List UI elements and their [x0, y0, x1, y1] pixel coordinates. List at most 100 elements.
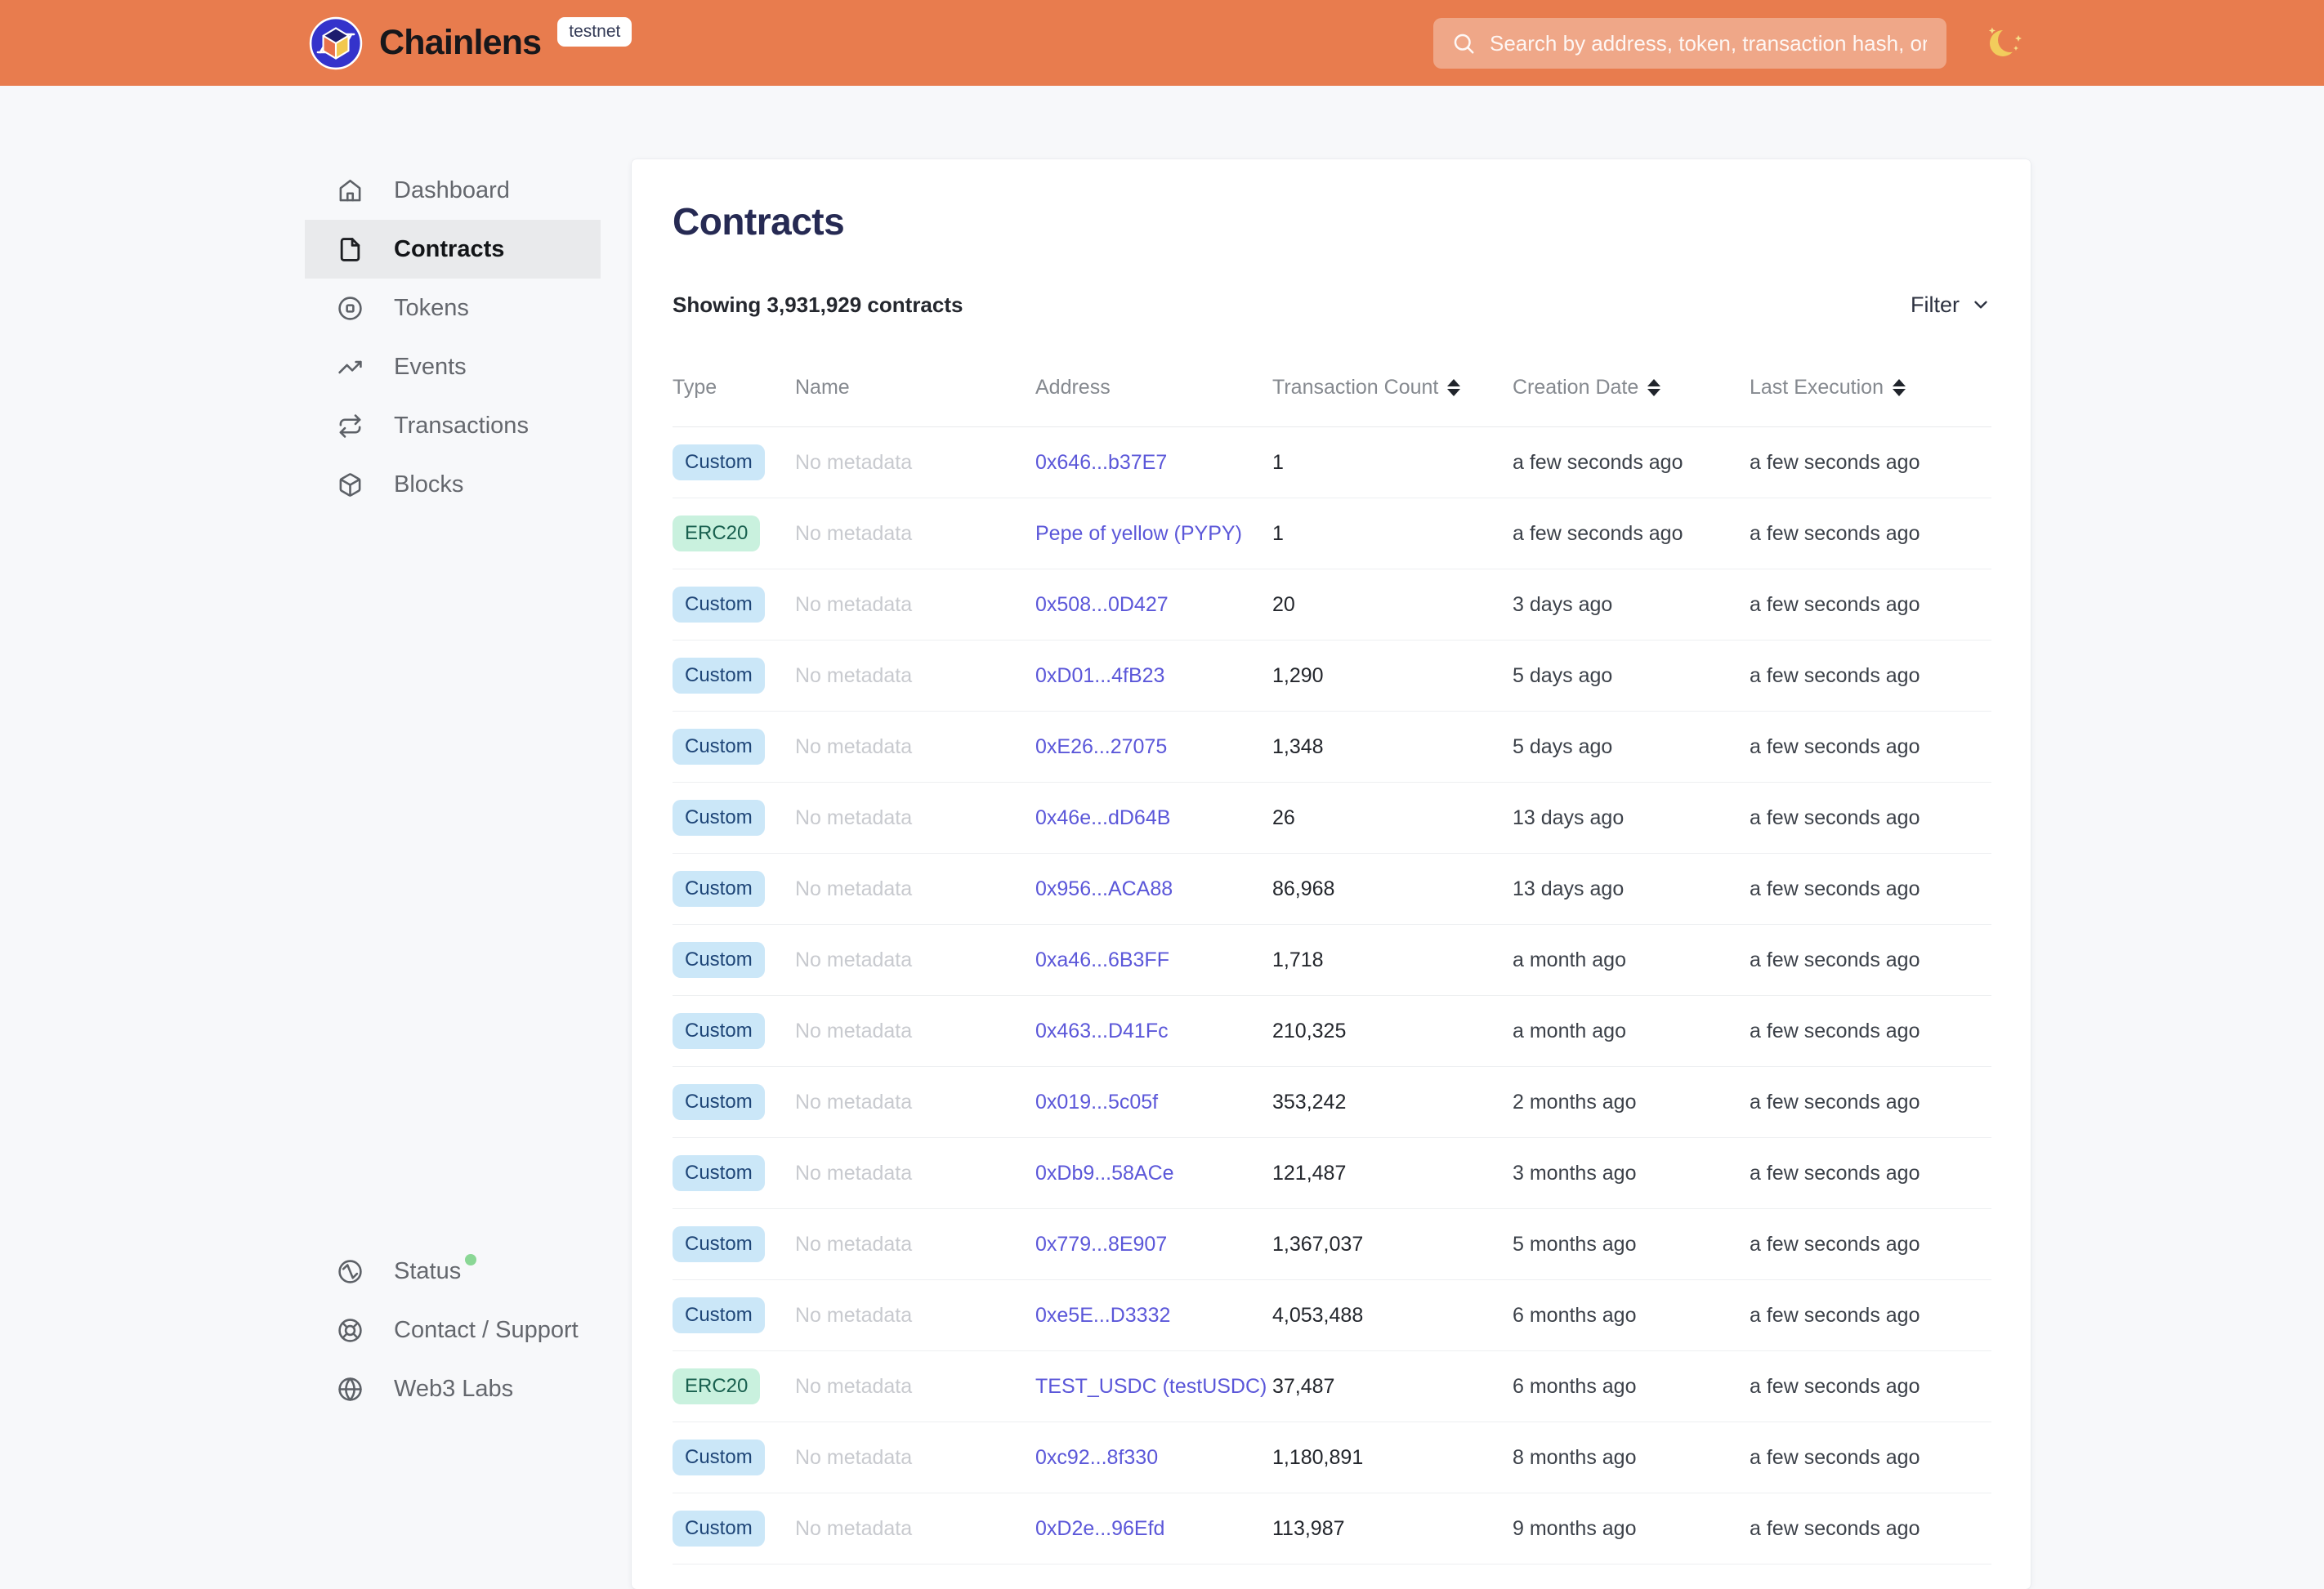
last-execution: a few seconds ago [1750, 1232, 1920, 1256]
contract-address-link[interactable]: 0xD2e...96Efd [1035, 1516, 1165, 1540]
column-header-type: Type [673, 376, 717, 399]
type-badge: Custom [673, 871, 765, 907]
sort-icon[interactable] [1647, 379, 1661, 396]
contract-address-link[interactable]: 0x956...ACA88 [1035, 877, 1173, 900]
sidebar-item-transactions[interactable]: Transactions [305, 396, 601, 455]
home-icon [339, 179, 361, 201]
sidebar-item-events[interactable]: Events [305, 337, 601, 396]
creation-date: 2 months ago [1513, 1090, 1637, 1114]
type-badge: Custom [673, 1013, 765, 1049]
type-badge: Custom [673, 1226, 765, 1262]
contract-name: No metadata [795, 663, 913, 687]
column-header-address: Address [1035, 376, 1111, 399]
contract-address-link[interactable]: 0xD01...4fB23 [1035, 663, 1165, 687]
contract-address-link[interactable]: 0xc92...8f330 [1035, 1445, 1159, 1469]
contract-name: No metadata [795, 450, 913, 474]
last-execution: a few seconds ago [1750, 1019, 1920, 1042]
status-online-dot [465, 1253, 477, 1265]
sidebar-item-status[interactable]: Status [305, 1242, 601, 1301]
type-badge: ERC20 [673, 1368, 761, 1404]
contract-address-link[interactable]: 0x46e...dD64B [1035, 806, 1171, 829]
contract-address-link[interactable]: 0x019...5c05f [1035, 1090, 1159, 1114]
table-row: Custom No metadata 0x463...D41Fc 210,325… [673, 996, 1991, 1067]
contract-address-link[interactable]: TEST_USDC (testUSDC) [1035, 1374, 1267, 1398]
dark-mode-moon-icon[interactable] [1982, 20, 2027, 65]
network-badge: testnet [557, 16, 632, 47]
type-badge: Custom [673, 1084, 765, 1120]
filter-button[interactable]: Filter [1911, 292, 1991, 318]
contract-address-link[interactable]: 0xDb9...58ACe [1035, 1161, 1174, 1185]
creation-date: a month ago [1513, 1019, 1626, 1042]
type-badge: Custom [673, 587, 765, 623]
contract-name: No metadata [795, 734, 913, 758]
trending-up-icon [338, 360, 362, 373]
contract-address-link[interactable]: 0x508...0D427 [1035, 592, 1169, 616]
table-row: Custom No metadata 0xc92...8f330 1,180,8… [673, 1422, 1991, 1493]
sidebar-item-blocks[interactable]: Blocks [305, 455, 601, 514]
brand-logo-link[interactable]: Chainlens testnet [309, 0, 632, 86]
sidebar-item-label: Status [394, 1253, 477, 1285]
token-circle-icon [338, 296, 362, 320]
contract-name: No metadata [795, 1374, 913, 1398]
contract-name: No metadata [795, 1445, 913, 1469]
tx-count: 4,053,488 [1272, 1303, 1364, 1327]
column-header-last-execution[interactable]: Last Execution [1750, 376, 1991, 399]
column-header-transaction-count[interactable]: Transaction Count [1272, 376, 1513, 399]
creation-date: 6 months ago [1513, 1303, 1637, 1327]
sidebar-item-tokens[interactable]: Tokens [305, 279, 601, 337]
search-input[interactable] [1488, 29, 1928, 57]
creation-date: 13 days ago [1513, 877, 1625, 900]
contract-address-link[interactable]: 0x463...D41Fc [1035, 1019, 1169, 1042]
sidebar-item-label: Contact / Support [394, 1316, 579, 1343]
tx-count: 121,487 [1272, 1161, 1347, 1185]
sort-icon[interactable] [1893, 379, 1906, 396]
sidebar-item-contact-support[interactable]: Contact / Support [305, 1301, 601, 1359]
sidebar-footer: Status Contact / Support Web3 Labs [305, 1242, 601, 1418]
last-execution: a few seconds ago [1750, 806, 1920, 829]
tx-count: 86,968 [1272, 877, 1335, 900]
contract-name: No metadata [795, 1161, 913, 1185]
contract-address-link[interactable]: 0xE26...27075 [1035, 734, 1168, 758]
creation-date: 5 days ago [1513, 734, 1613, 758]
table-row: Custom No metadata 0x508...0D427 20 3 da… [673, 569, 1991, 641]
tx-count: 1,718 [1272, 948, 1324, 971]
table-row: Custom No metadata 0xe5E...D3332 4,053,4… [673, 1280, 1991, 1351]
table-row: Custom No metadata 0x46e...dD64B 26 13 d… [673, 783, 1991, 854]
sidebar-item-contracts[interactable]: Contracts [305, 220, 601, 279]
sidebar-item-label: Dashboard [394, 176, 510, 203]
type-badge: Custom [673, 800, 765, 836]
contract-address-link[interactable]: 0xe5E...D3332 [1035, 1303, 1171, 1327]
contract-address-link[interactable]: 0xa46...6B3FF [1035, 948, 1169, 971]
sidebar-item-dashboard[interactable]: Dashboard [305, 161, 601, 220]
sidebar-item-web3-labs[interactable]: Web3 Labs [305, 1359, 601, 1418]
table-row: Custom No metadata 0x019...5c05f 353,242… [673, 1067, 1991, 1138]
global-search[interactable] [1433, 18, 1946, 69]
creation-date: a few seconds ago [1513, 521, 1683, 545]
file-icon [340, 237, 360, 261]
last-execution: a few seconds ago [1750, 450, 1920, 474]
contract-address-link[interactable]: Pepe of yellow (PYPY) [1035, 521, 1242, 545]
contract-name: No metadata [795, 1303, 913, 1327]
type-badge: Custom [673, 1439, 765, 1475]
last-execution: a few seconds ago [1750, 1374, 1920, 1398]
tx-count: 113,987 [1272, 1516, 1345, 1540]
sort-icon[interactable] [1447, 379, 1461, 396]
contract-name: No metadata [795, 806, 913, 829]
last-execution: a few seconds ago [1750, 1161, 1920, 1185]
contract-address-link[interactable]: 0x779...8E907 [1035, 1232, 1168, 1256]
contract-name: No metadata [795, 1019, 913, 1042]
table-header-row: Type Name Address Transaction Count Crea… [673, 349, 1991, 427]
cube-icon [339, 472, 361, 497]
contract-name: No metadata [795, 1516, 913, 1540]
contract-address-link[interactable]: 0x646...b37E7 [1035, 450, 1168, 474]
creation-date: 9 months ago [1513, 1516, 1637, 1540]
life-buoy-icon [338, 1318, 362, 1342]
last-execution: a few seconds ago [1750, 1303, 1920, 1327]
creation-date: a few seconds ago [1513, 450, 1683, 474]
type-badge: Custom [673, 1511, 765, 1547]
column-header-creation-date[interactable]: Creation Date [1513, 376, 1750, 399]
contract-name: No metadata [795, 877, 913, 900]
creation-date: 3 days ago [1513, 592, 1613, 616]
app-header: Chainlens testnet [0, 0, 2324, 86]
creation-date: 5 months ago [1513, 1232, 1637, 1256]
